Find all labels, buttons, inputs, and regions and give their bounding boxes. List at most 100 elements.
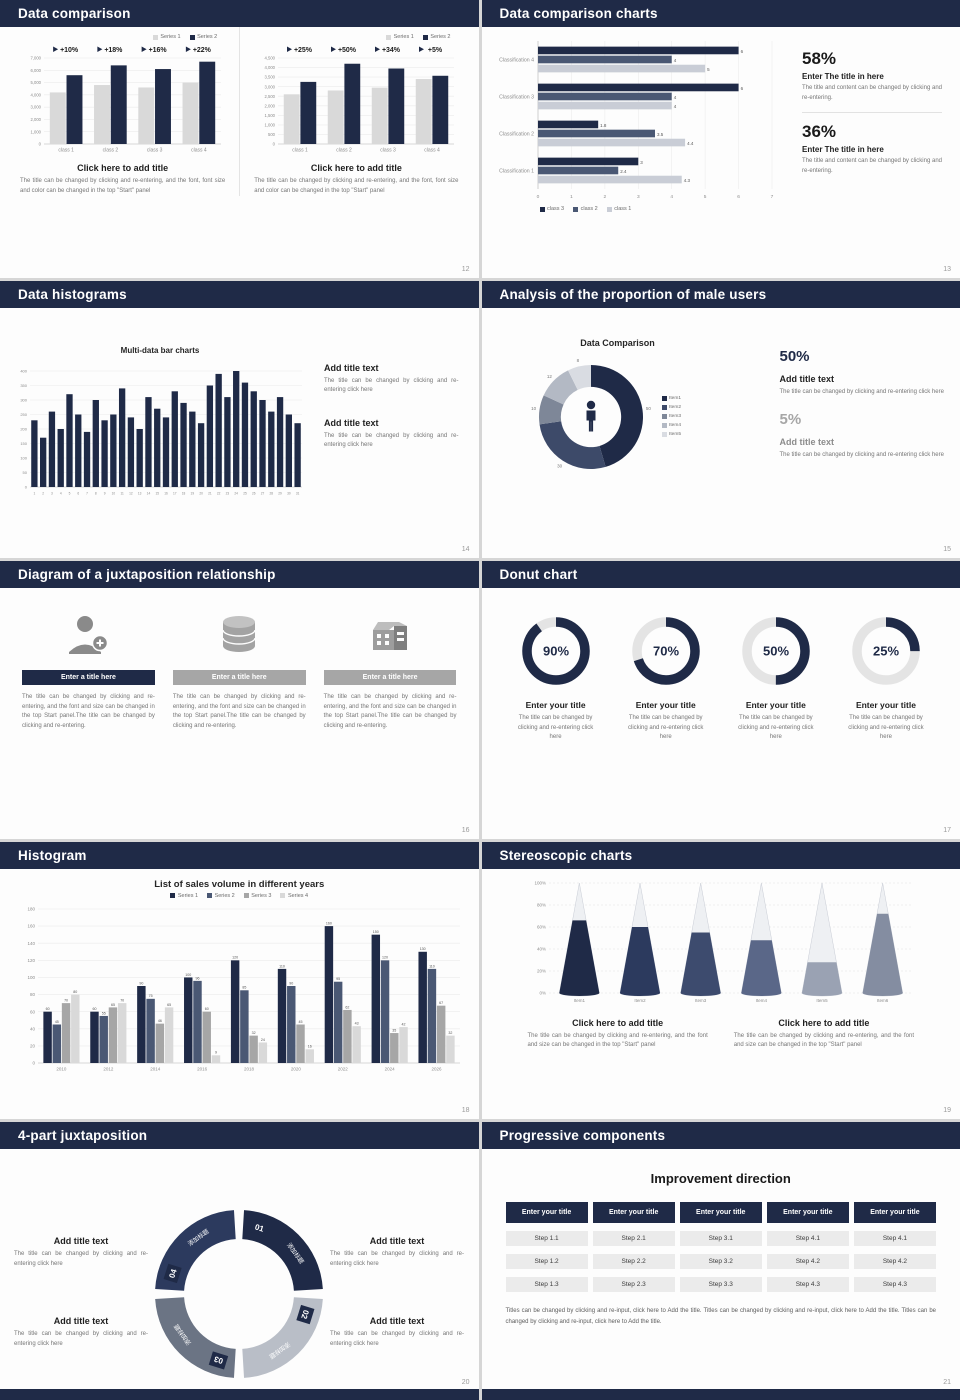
svg-text:15: 15 [155, 491, 159, 495]
step-cell[interactable]: Step 4.3 [766, 1277, 849, 1293]
svg-text:+25%: +25% [294, 47, 313, 54]
slide-stereoscopic-charts: Stereoscopic charts 0% 20% 40% 60% 80% 100% It… [481, 841, 960, 1120]
legend-item: Series 3 [243, 893, 271, 899]
column-header-button[interactable]: Enter your title [679, 1202, 762, 1224]
slide-header: Analysis of the proportion of male users [481, 280, 960, 308]
placeholder-title[interactable]: Click here to add title [77, 163, 169, 173]
step-cell[interactable]: Step 1.2 [505, 1254, 588, 1270]
svg-text:1: 1 [33, 491, 35, 495]
page-number: 17 [943, 826, 951, 834]
svg-text:01: 01 [254, 1223, 266, 1234]
step-cell[interactable]: Step 4.3 [853, 1277, 936, 1293]
legend-item: Item1 [661, 396, 681, 402]
placeholder-title[interactable]: Enter your title [635, 700, 696, 711]
steps-table: Enter your title Step 1.1 Step 1.2 Step … [505, 1202, 937, 1293]
legend-item: Series 2 [422, 34, 451, 40]
column-header-button[interactable]: Enter your title [505, 1202, 588, 1224]
svg-text:4: 4 [673, 104, 676, 109]
step-cell[interactable]: Step 1.1 [505, 1231, 588, 1247]
svg-text:100: 100 [186, 973, 192, 977]
svg-text:16: 16 [308, 1045, 312, 1049]
slide-footer-bar [481, 1389, 960, 1400]
donut-gauge: 25% [849, 614, 923, 688]
svg-text:200: 200 [20, 426, 27, 431]
step-cell[interactable]: Step 3.2 [679, 1254, 762, 1270]
placeholder-title[interactable]: Enter The title in here [802, 72, 884, 81]
placeholder-title[interactable]: Click here to add title [572, 1017, 664, 1028]
svg-text:2014: 2014 [150, 1066, 161, 1071]
placeholder-title[interactable]: Add title text [369, 1236, 425, 1247]
svg-text:2.4: 2.4 [620, 169, 627, 174]
svg-text:60%: 60% [537, 924, 546, 929]
svg-text:7: 7 [770, 194, 773, 200]
column-header-button[interactable]: Enter your title [853, 1202, 936, 1224]
svg-text:Item2: Item2 [634, 998, 646, 1003]
slide-content: 0 1 2 3 4 5 6 7 Classification 1 3 2.4 4.3 Classific… [482, 27, 960, 212]
svg-text:Item5: Item5 [816, 998, 828, 1003]
page-number: 16 [461, 826, 470, 834]
svg-text:32: 32 [449, 1031, 453, 1035]
database-icon [173, 606, 306, 662]
column-header-button[interactable]: Enter your title [592, 1202, 675, 1224]
text-block: Add title text The title can be changed … [14, 1307, 148, 1349]
step-cell[interactable]: Step 4.1 [766, 1231, 849, 1247]
svg-text:21: 21 [208, 491, 212, 495]
slide-title: 4-part juxtaposition [18, 1128, 148, 1144]
svg-text:100: 100 [28, 975, 36, 980]
placeholder-title[interactable]: Enter your title [745, 700, 806, 711]
svg-text:160: 160 [326, 921, 332, 925]
placeholder-title[interactable]: Click here to add title [778, 1017, 870, 1028]
svg-text:10: 10 [112, 491, 116, 495]
column-header-button[interactable]: Enter your title [766, 1202, 849, 1224]
slide-content: List of sales volume in different years … [0, 869, 479, 1073]
step-cell[interactable]: Step 2.1 [592, 1231, 675, 1247]
chart-title: Data Comparison [580, 337, 655, 348]
placeholder-title[interactable]: Enter your title [855, 700, 916, 711]
chart-title: Multi-data bar charts [120, 345, 200, 355]
placeholder-title[interactable]: Enter your title [525, 700, 586, 711]
svg-text:3,000: 3,000 [31, 105, 42, 110]
svg-text:4: 4 [60, 491, 62, 495]
placeholder-title[interactable]: Add title text [369, 1316, 425, 1327]
svg-text:9: 9 [215, 1050, 217, 1054]
svg-text:0%: 0% [539, 990, 546, 995]
gauge-item: 70% Enter your title The title can be ch… [618, 614, 714, 743]
svg-text:1: 1 [570, 194, 573, 200]
step-cell[interactable]: Step 4.2 [853, 1254, 936, 1270]
svg-text:2: 2 [603, 194, 606, 200]
page-number: 20 [461, 1379, 470, 1386]
svg-text:18: 18 [182, 491, 186, 495]
svg-text:28: 28 [270, 491, 274, 495]
placeholder-title[interactable]: Add title text [324, 417, 379, 428]
svg-text:Item1: Item1 [573, 998, 585, 1003]
step-cell[interactable]: Step 1.3 [505, 1277, 588, 1293]
placeholder-title[interactable]: Add title text [53, 1236, 109, 1247]
step-cell[interactable]: Step 2.3 [592, 1277, 675, 1293]
step-cell[interactable]: Step 3.1 [679, 1231, 762, 1247]
placeholder-body: The title can be changed by clicking and… [324, 432, 459, 449]
text-column: Add title text The title can be changed … [310, 314, 465, 497]
legend-item: class 3 [539, 206, 564, 212]
placeholder-title[interactable]: Click here to add title [310, 163, 402, 173]
placeholder-body: The title can be changed by clicking and… [779, 452, 944, 459]
svg-text:Classification 2: Classification 2 [499, 131, 534, 137]
placeholder-title[interactable]: Add title text [324, 362, 379, 373]
step-cell[interactable]: Step 4.2 [766, 1254, 849, 1270]
svg-text:4.3: 4.3 [683, 178, 690, 183]
placeholder-title[interactable]: Enter a title here [172, 670, 306, 686]
placeholder-title[interactable]: Add title text [53, 1316, 109, 1327]
legend-item: Item2 [661, 405, 681, 411]
svg-text:140: 140 [28, 941, 36, 946]
slide-title: Stereoscopic charts [499, 847, 633, 863]
placeholder-title[interactable]: Enter The title in here [802, 145, 884, 155]
step-cell[interactable]: Step 2.2 [592, 1254, 675, 1270]
text-block: Add title text The title can be changed … [324, 363, 459, 396]
placeholder-title[interactable]: Enter a title here [323, 670, 457, 686]
step-cell[interactable]: Step 3.3 [679, 1277, 762, 1293]
placeholder-title[interactable]: Add title text [779, 373, 835, 384]
placeholder-title[interactable]: Enter a title here [22, 670, 155, 686]
step-cell[interactable]: Step 4.1 [853, 1231, 936, 1247]
placeholder-title[interactable]: Add title text [779, 437, 835, 448]
svg-text:2024: 2024 [385, 1066, 396, 1071]
placeholder-body: The title and content can be changed by … [802, 85, 942, 101]
